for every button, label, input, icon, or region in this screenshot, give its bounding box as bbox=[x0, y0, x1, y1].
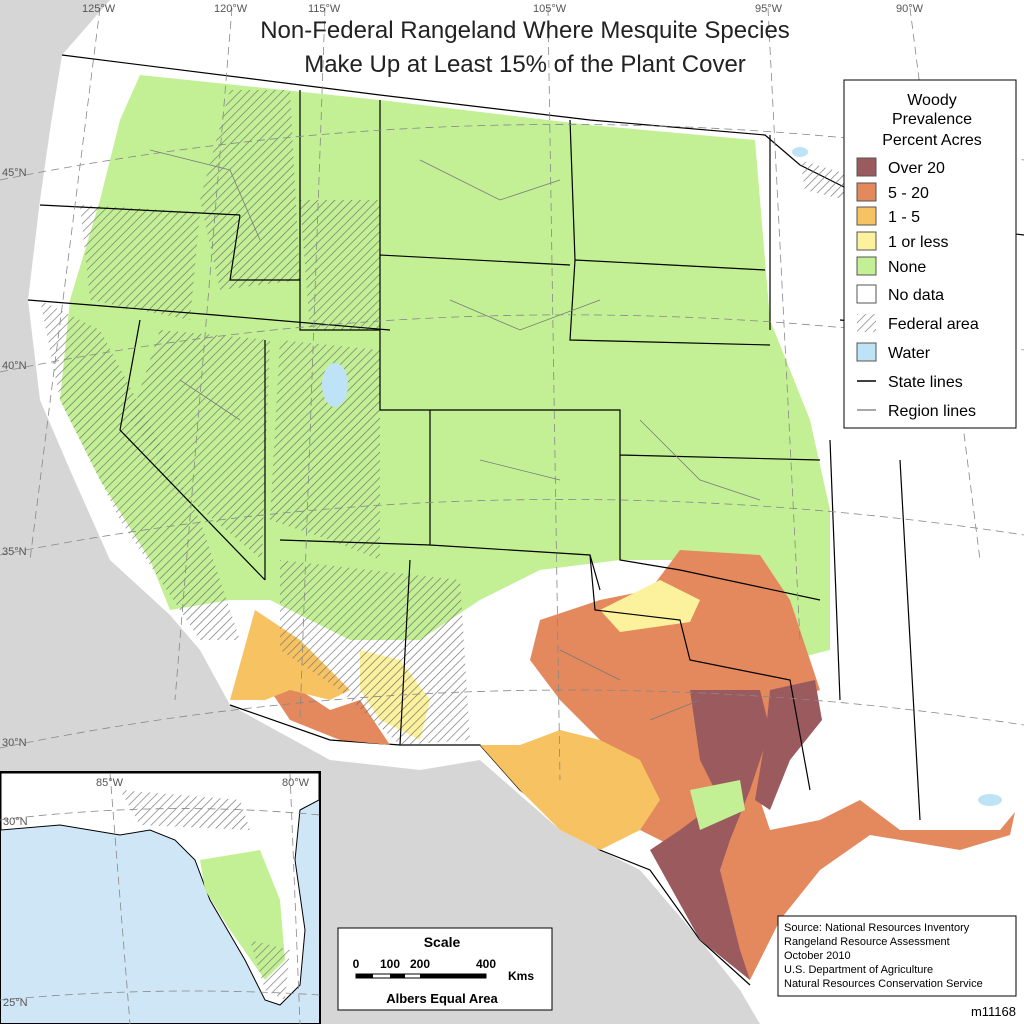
legend-label: Federal area bbox=[888, 316, 979, 333]
legend-label: State lines bbox=[888, 374, 963, 391]
legend-title: Prevalence bbox=[892, 111, 972, 128]
legend-swatch bbox=[856, 284, 877, 304]
federal-area bbox=[300, 200, 380, 330]
meridian bbox=[29, 7, 981, 781]
legend-label: No data bbox=[888, 287, 944, 304]
federal-area bbox=[130, 330, 270, 560]
legend-swatch bbox=[856, 182, 877, 202]
legend-swatch bbox=[856, 256, 877, 276]
title: Non-Federal Rangeland Where Mesquite Spe… bbox=[260, 17, 790, 44]
legend-label: Water bbox=[888, 345, 931, 362]
latitude-label: 40°N bbox=[2, 360, 27, 372]
projection: Albers Equal Area bbox=[386, 991, 498, 1006]
source-box: Source: National Resources Inventory Ran… bbox=[777, 915, 1017, 997]
longitude-label: 120°W bbox=[214, 3, 248, 15]
latitude-label: 45°N bbox=[2, 167, 27, 179]
lake bbox=[322, 363, 348, 407]
longitude-label: 115°W bbox=[308, 3, 341, 15]
legend-label: 1 or less bbox=[888, 234, 948, 251]
legend: Woody Prevalence Percent Acres Over 20 5 … bbox=[843, 79, 1017, 429]
parallel bbox=[0, 124, 1024, 749]
legend-label: None bbox=[888, 259, 926, 276]
longitude-label: 95°W bbox=[755, 3, 783, 15]
scale-tick: 100 bbox=[380, 957, 400, 971]
longitude-label: 85°W bbox=[96, 777, 124, 789]
region-over-20 bbox=[650, 690, 770, 980]
source-line: Rangeland Resource Assessment bbox=[784, 936, 950, 948]
federal-area bbox=[80, 205, 200, 320]
state-lines bbox=[27, 90, 961, 821]
region-1-5 bbox=[480, 730, 660, 850]
scale-tick: 0 bbox=[353, 957, 360, 971]
source-line: October 2010 bbox=[784, 950, 851, 962]
lake bbox=[792, 147, 808, 157]
state-line bbox=[27, 90, 821, 791]
scale-title: Scale bbox=[424, 934, 461, 950]
graticule bbox=[0, 7, 1024, 781]
legend-label: Region lines bbox=[888, 403, 976, 420]
region-5-20 bbox=[530, 550, 1015, 980]
florida bbox=[0, 772, 320, 1006]
source-line: Source: National Resources Inventory bbox=[784, 922, 970, 934]
legend-swatch bbox=[856, 342, 877, 362]
scale-tick: 200 bbox=[410, 957, 430, 971]
latitude-label: 30°N bbox=[3, 816, 28, 828]
legend-swatch bbox=[856, 157, 877, 177]
legend-label: 5 - 20 bbox=[888, 185, 929, 202]
legend-label: Over 20 bbox=[888, 160, 945, 177]
scale-bar bbox=[420, 974, 486, 978]
scale-bar bbox=[390, 974, 405, 978]
ocean bbox=[30, 0, 110, 60]
state-line bbox=[769, 135, 961, 821]
longitude-label: 80°W bbox=[282, 777, 310, 789]
source-line: U.S. Department of Agriculture bbox=[784, 964, 933, 976]
longitude-label: 105°W bbox=[533, 3, 567, 15]
scale-bar bbox=[356, 974, 373, 978]
federal-area bbox=[120, 790, 290, 1000]
legend-swatch bbox=[857, 314, 876, 332]
lake bbox=[978, 794, 1002, 806]
federal-areas bbox=[40, 90, 850, 745]
legend-title: Percent Acres bbox=[882, 132, 982, 149]
source-frame bbox=[777, 915, 1017, 997]
scale-box: Scale 0 100 200 400 Kms Albers Equal Are… bbox=[337, 927, 553, 1011]
federal-area bbox=[270, 340, 380, 560]
legend-swatch bbox=[856, 206, 877, 226]
legend-swatch bbox=[856, 231, 877, 251]
legend-label: 1 - 5 bbox=[888, 209, 920, 226]
federal-area bbox=[200, 90, 300, 290]
title: Make Up at Least 15% of the Plant Cover bbox=[304, 51, 746, 78]
latitude-label: 25°N bbox=[3, 997, 28, 1009]
latitude-label: 35°N bbox=[2, 546, 27, 558]
legend-title: Woody bbox=[907, 92, 957, 109]
region-line bbox=[149, 149, 761, 721]
federal-area bbox=[40, 300, 240, 640]
region-over-20 bbox=[755, 680, 822, 810]
none-region bbox=[690, 780, 745, 830]
scale-frame bbox=[337, 927, 553, 1011]
inset: 85°W 80°W 30°N 25°N bbox=[0, 771, 321, 1024]
legend-box bbox=[843, 79, 1017, 429]
federal-area bbox=[280, 560, 470, 745]
scale-unit: Kms bbox=[508, 969, 534, 983]
longitude-label: 90°W bbox=[896, 3, 924, 15]
latitude-label: 30°N bbox=[2, 737, 27, 749]
scale-tick: 400 bbox=[476, 957, 496, 971]
source-line: Natural Resources Conservation Service bbox=[784, 978, 983, 990]
longitude-label: 125°W bbox=[82, 3, 116, 15]
federal-area bbox=[800, 160, 850, 200]
map-id: m11168 bbox=[971, 1004, 1016, 1019]
